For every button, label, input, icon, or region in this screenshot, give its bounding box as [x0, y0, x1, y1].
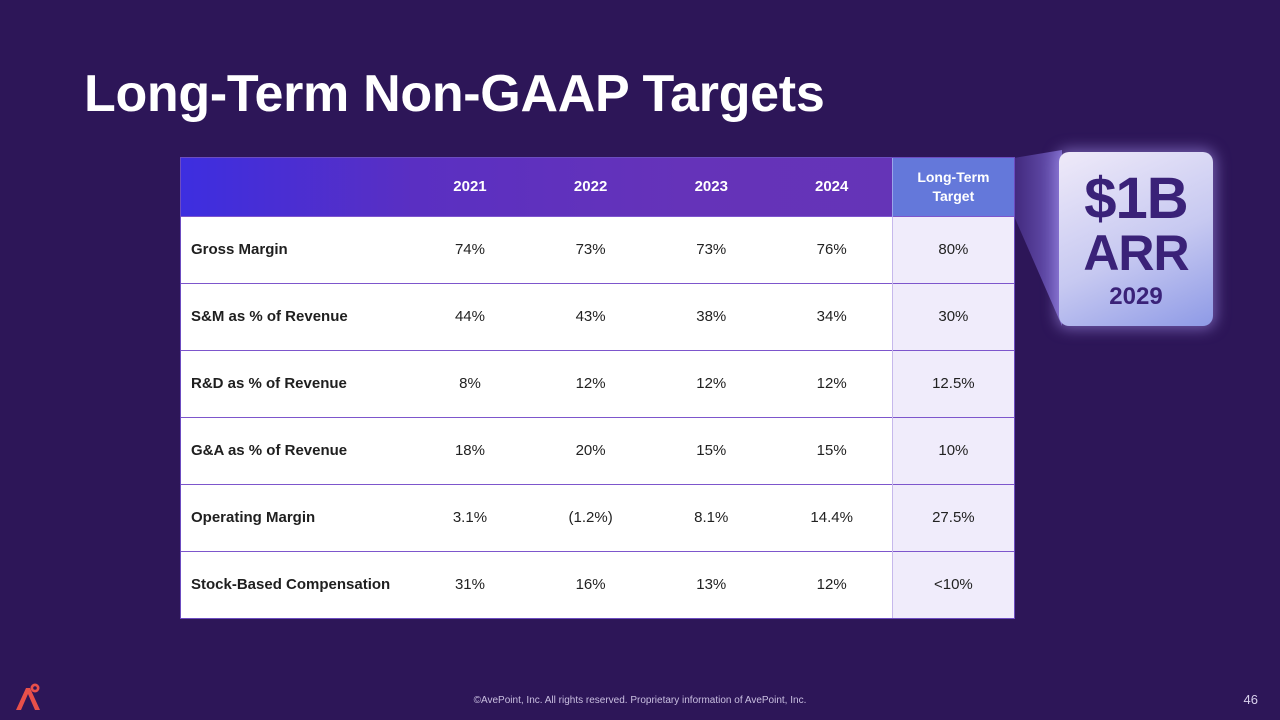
cell-2023: 8.1% — [694, 509, 729, 526]
cell-2021: 3.1% — [452, 509, 488, 526]
row-label: Stock-Based Compensation — [191, 576, 391, 594]
cell-2024: 34% — [816, 308, 847, 325]
page-title: Long-Term Non-GAAP Targets — [84, 65, 825, 123]
cell-2024: 12% — [816, 576, 847, 594]
header-2022: 2022 — [573, 178, 608, 196]
header-long-term-target: Long-Term Target — [891, 158, 1014, 216]
row-label: Gross Margin — [191, 241, 288, 258]
cell-2023: 38% — [696, 308, 727, 325]
page-number: 46 — [1243, 692, 1258, 707]
cell-2021: 44% — [454, 308, 485, 325]
cell-2023: 73% — [696, 241, 727, 258]
row-label: S&M as % of Revenue — [191, 308, 348, 325]
cell-target: 80% — [891, 216, 1014, 283]
badge-amount: $1B — [1084, 166, 1188, 231]
cell-2024: 76% — [816, 241, 847, 258]
cell-2022: 43% — [575, 308, 606, 325]
cell-2022: (1.2%) — [568, 509, 613, 526]
table-row: Gross Margin 74% 73% 73% 76% 80% — [181, 216, 1014, 283]
cell-2021: 31% — [454, 576, 485, 594]
row-label: Operating Margin — [191, 509, 316, 526]
cell-target: <10% — [891, 551, 1014, 618]
table-header-row: 2021 2022 2023 2024 Long-Term Target — [181, 158, 1014, 216]
cell-2022: 73% — [575, 241, 606, 258]
cell-2021: 18% — [454, 442, 485, 459]
header-target-line1: Long-Term — [917, 168, 990, 185]
cell-2022: 16% — [575, 576, 606, 594]
cell-target: 12.5% — [891, 350, 1014, 417]
cell-2023: 13% — [696, 576, 727, 594]
arr-target-badge: $1B ARR 2029 — [1059, 152, 1213, 326]
cell-2024: 14.4% — [810, 509, 853, 526]
table-row: S&M as % of Revenue 44% 43% 38% 34% 30% — [181, 283, 1014, 350]
cell-2024: 12% — [816, 375, 847, 392]
footer-copyright: ©AvePoint, Inc. All rights reserved. Pro… — [473, 695, 807, 706]
cell-2022: 20% — [575, 442, 606, 459]
cell-2021: 74% — [454, 241, 485, 258]
cell-target: 30% — [891, 283, 1014, 350]
cell-2021: 8% — [459, 375, 481, 392]
cell-target: 10% — [891, 417, 1014, 484]
avepoint-logo-icon — [16, 683, 40, 710]
badge-metric: ARR — [1083, 225, 1189, 281]
cell-2023: 12% — [696, 375, 727, 392]
badge-year: 2029 — [1109, 283, 1163, 310]
header-2024: 2024 — [814, 178, 849, 196]
header-2021: 2021 — [453, 178, 487, 196]
row-label: G&A as % of Revenue — [191, 442, 348, 459]
header-target-line2: Target — [932, 187, 975, 204]
table-row: Stock-Based Compensation 31% 16% 13% 12%… — [181, 551, 1014, 618]
cell-2024: 15% — [816, 442, 847, 459]
row-label: R&D as % of Revenue — [191, 375, 347, 392]
header-2023: 2023 — [694, 178, 728, 196]
targets-table: 2021 2022 2023 2024 Long-Term Target Gro… — [180, 157, 1015, 619]
cell-target: 27.5% — [891, 484, 1014, 551]
cell-2022: 12% — [575, 375, 606, 392]
header-blank — [181, 158, 410, 216]
cell-2023: 15% — [696, 442, 727, 459]
table-row: G&A as % of Revenue 18% 20% 15% 15% 10% — [181, 417, 1014, 484]
table-row: R&D as % of Revenue 8% 12% 12% 12% 12.5% — [181, 350, 1014, 417]
table-row: Operating Margin 3.1% (1.2%) 8.1% 14.4% … — [181, 484, 1014, 551]
